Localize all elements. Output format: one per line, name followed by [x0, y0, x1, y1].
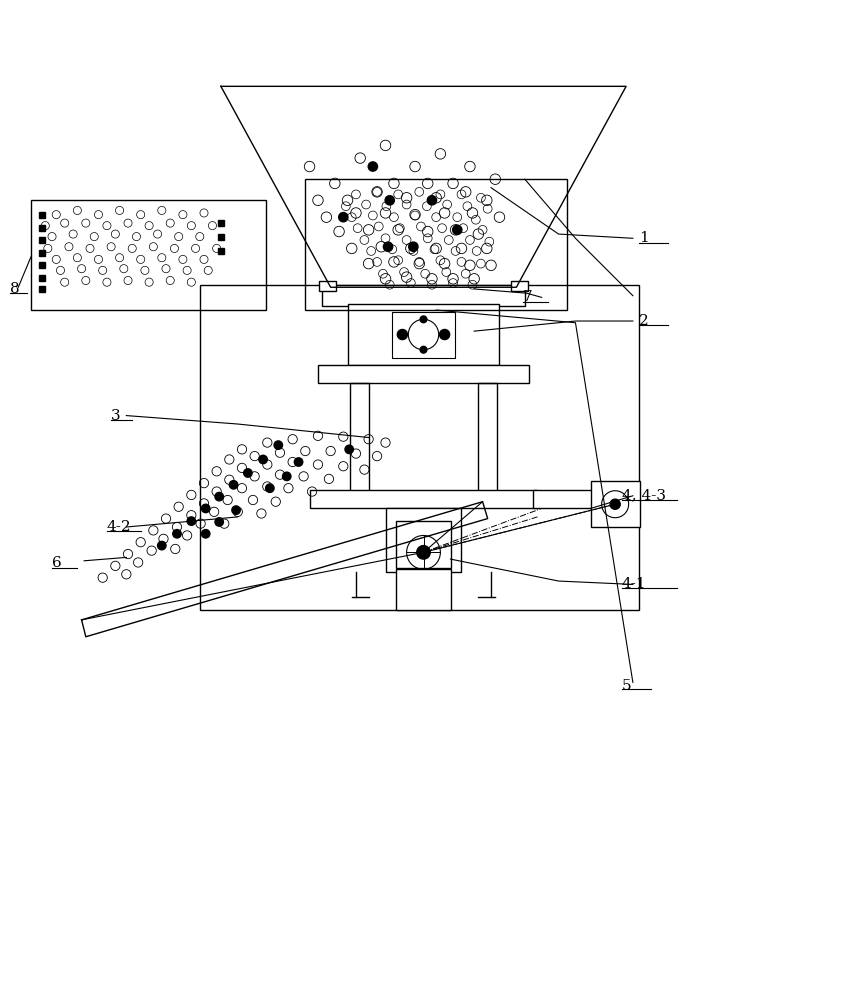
Text: 8: 8	[10, 282, 19, 296]
Text: 3: 3	[111, 409, 121, 423]
Circle shape	[610, 499, 620, 509]
Bar	[218, 248, 224, 254]
Bar	[386, 508, 461, 572]
Bar	[218, 220, 224, 226]
Text: 1: 1	[639, 231, 649, 245]
Circle shape	[266, 484, 274, 492]
Circle shape	[202, 530, 210, 538]
Circle shape	[244, 469, 252, 477]
Bar	[392, 312, 455, 358]
Bar	[200, 285, 639, 610]
Text: 2: 2	[639, 314, 649, 328]
Circle shape	[274, 441, 283, 449]
Circle shape	[385, 196, 395, 205]
Text: 7: 7	[523, 290, 533, 304]
Bar	[396, 521, 451, 568]
Bar	[318, 281, 335, 291]
Circle shape	[158, 541, 166, 550]
Circle shape	[397, 329, 407, 340]
Circle shape	[202, 504, 210, 513]
Bar	[590, 481, 639, 527]
Circle shape	[215, 518, 224, 526]
Circle shape	[417, 546, 430, 559]
Text: 4-1: 4-1	[622, 577, 646, 591]
Bar	[322, 285, 525, 306]
Bar	[39, 286, 45, 292]
Circle shape	[187, 517, 196, 525]
Circle shape	[295, 458, 302, 466]
Text: 4-2: 4-2	[107, 520, 131, 534]
Bar	[396, 569, 451, 610]
Circle shape	[345, 445, 353, 454]
Circle shape	[232, 506, 241, 514]
Bar	[31, 200, 266, 310]
Bar	[305, 179, 567, 310]
Bar	[347, 304, 500, 365]
Circle shape	[259, 455, 268, 464]
Circle shape	[339, 213, 348, 222]
Circle shape	[368, 162, 378, 171]
Circle shape	[420, 316, 427, 323]
Bar	[39, 237, 45, 243]
Bar	[218, 234, 224, 240]
Bar	[479, 383, 497, 492]
Circle shape	[409, 242, 418, 251]
Circle shape	[215, 492, 224, 501]
Text: 6: 6	[52, 556, 62, 570]
Bar	[39, 262, 45, 268]
Circle shape	[173, 530, 181, 538]
Bar	[39, 275, 45, 281]
Circle shape	[452, 225, 462, 234]
Bar	[39, 250, 45, 256]
Circle shape	[440, 329, 450, 340]
Bar	[534, 490, 617, 508]
Text: 4, 4-3: 4, 4-3	[622, 489, 666, 503]
Bar	[39, 225, 45, 231]
Bar	[318, 365, 529, 383]
Bar	[512, 281, 529, 291]
Bar	[350, 383, 368, 492]
Circle shape	[384, 242, 393, 251]
Circle shape	[420, 346, 427, 353]
Text: 5: 5	[622, 679, 632, 693]
Circle shape	[230, 481, 238, 489]
Circle shape	[283, 472, 291, 481]
Bar	[309, 490, 538, 508]
Circle shape	[427, 196, 436, 205]
Bar	[39, 212, 45, 218]
